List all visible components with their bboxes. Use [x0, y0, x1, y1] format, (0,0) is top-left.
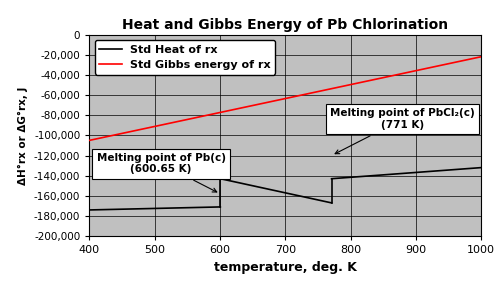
Text: Melting point of PbCl₂(c)
(771 K): Melting point of PbCl₂(c) (771 K) [330, 108, 475, 154]
X-axis label: temperature, deg. K: temperature, deg. K [214, 261, 357, 274]
Title: Heat and Gibbs Energy of Pb Chlorination: Heat and Gibbs Energy of Pb Chlorination [122, 18, 448, 32]
Text: Melting point of Pb(c)
(600.65 K): Melting point of Pb(c) (600.65 K) [97, 153, 226, 192]
Legend: Std Heat of rx, Std Gibbs energy of rx: Std Heat of rx, Std Gibbs energy of rx [95, 40, 275, 75]
Y-axis label: ΔH°rx or ΔG°rx, J: ΔH°rx or ΔG°rx, J [18, 86, 28, 185]
